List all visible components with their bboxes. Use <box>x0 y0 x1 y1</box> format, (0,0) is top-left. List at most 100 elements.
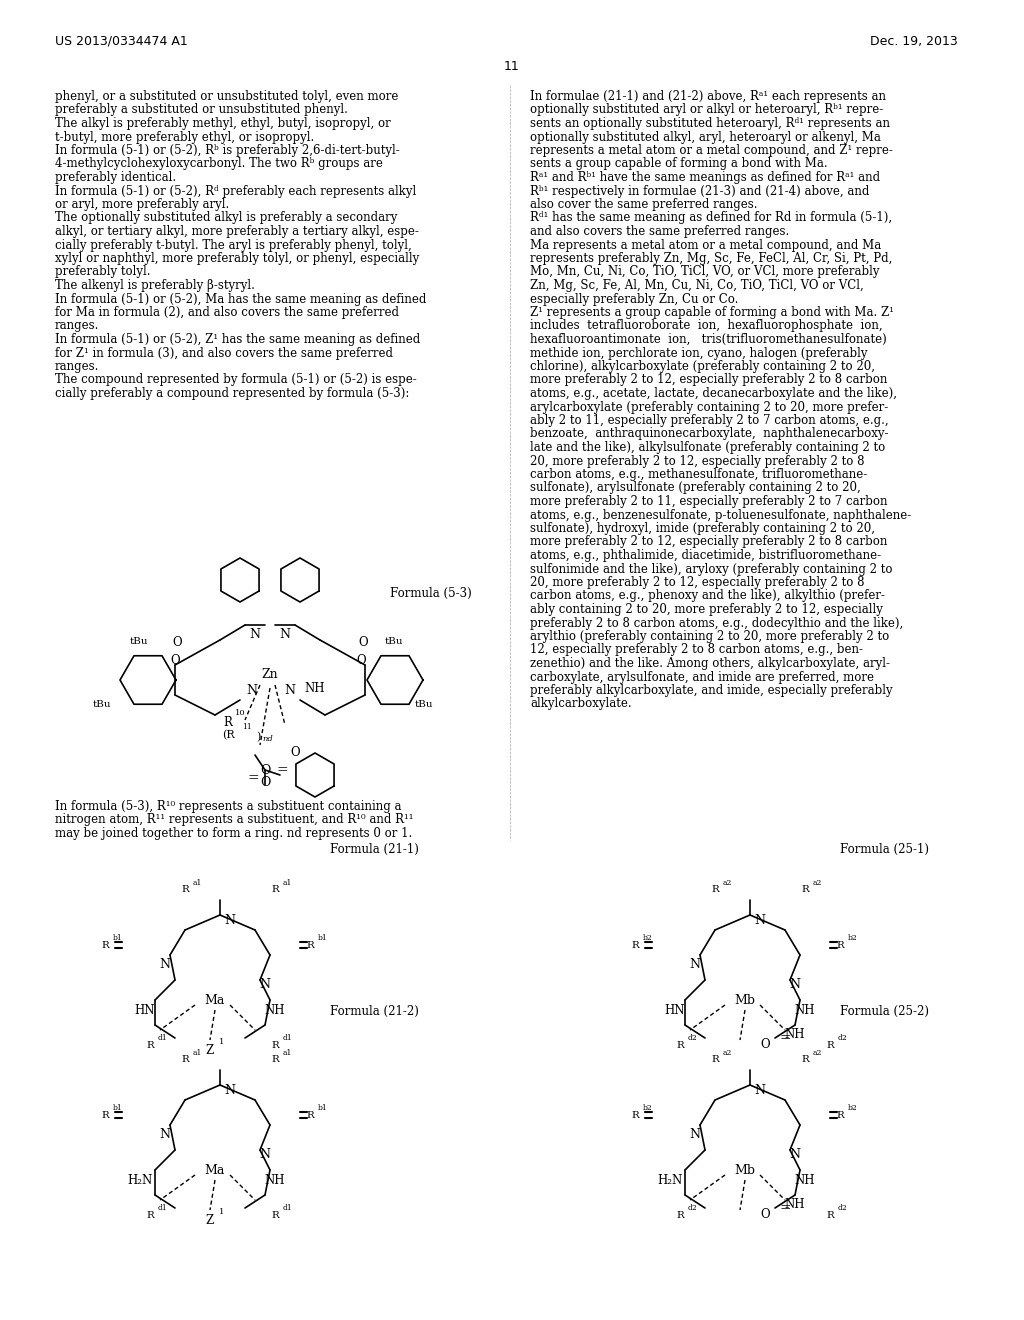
Text: more preferably 2 to 12, especially preferably 2 to 8 carbon: more preferably 2 to 12, especially pref… <box>530 536 888 549</box>
Text: In formula (5-1) or (5-2), Rᵈ preferably each represents alkyl: In formula (5-1) or (5-2), Rᵈ preferably… <box>55 185 416 198</box>
Text: and also covers the same preferred ranges.: and also covers the same preferred range… <box>530 224 790 238</box>
Text: The optionally substituted alkyl is preferably a secondary: The optionally substituted alkyl is pref… <box>55 211 397 224</box>
Text: more preferably 2 to 12, especially preferably 2 to 8 carbon: more preferably 2 to 12, especially pref… <box>530 374 888 387</box>
Text: ranges.: ranges. <box>55 319 99 333</box>
Text: 20, more preferably 2 to 12, especially preferably 2 to 8: 20, more preferably 2 to 12, especially … <box>530 454 864 467</box>
Text: O: O <box>172 635 182 648</box>
Text: cially preferably a compound represented by formula (5-3):: cially preferably a compound represented… <box>55 387 410 400</box>
Text: b2: b2 <box>848 935 858 942</box>
Text: alkylcarboxylate.: alkylcarboxylate. <box>530 697 632 710</box>
Text: 20, more preferably 2 to 12, especially preferably 2 to 8: 20, more preferably 2 to 12, especially … <box>530 576 864 589</box>
Text: R: R <box>826 1210 834 1220</box>
Text: N: N <box>259 1148 270 1162</box>
Text: R: R <box>101 1110 109 1119</box>
Text: 4-methylcyclohexyloxycarbonyl. The two Rᵇ groups are: 4-methylcyclohexyloxycarbonyl. The two R… <box>55 157 383 170</box>
Text: ): ) <box>256 731 260 742</box>
Text: 10: 10 <box>234 709 246 717</box>
Text: benzoate,  anthraquinonecarboxylate,  naphthalenecarboxy-: benzoate, anthraquinonecarboxylate, naph… <box>530 428 889 441</box>
Text: Ma represents a metal atom or a metal compound, and Ma: Ma represents a metal atom or a metal co… <box>530 239 882 252</box>
Text: b1: b1 <box>318 1104 328 1111</box>
Text: Ma: Ma <box>205 1163 225 1176</box>
Text: R: R <box>306 1110 314 1119</box>
Text: R: R <box>146 1040 154 1049</box>
Text: optionally substituted aryl or alkyl or heteroaryl, Rᵇ¹ repre-: optionally substituted aryl or alkyl or … <box>530 103 884 116</box>
Text: =: = <box>276 763 288 777</box>
Text: US 2013/0334474 A1: US 2013/0334474 A1 <box>55 36 187 48</box>
Text: R: R <box>837 940 844 949</box>
Text: sents a group capable of forming a bond with Ma.: sents a group capable of forming a bond … <box>530 157 827 170</box>
Text: R: R <box>271 1210 279 1220</box>
Text: The compound represented by formula (5-1) or (5-2) is espe-: The compound represented by formula (5-1… <box>55 374 417 387</box>
Text: preferably alkylcarboxylate, and imide, especially preferably: preferably alkylcarboxylate, and imide, … <box>530 684 893 697</box>
Text: Formula (5-3): Formula (5-3) <box>390 587 472 601</box>
Text: alkyl, or tertiary alkyl, more preferably a tertiary alkyl, espe-: alkyl, or tertiary alkyl, more preferabl… <box>55 224 419 238</box>
Text: R: R <box>101 940 109 949</box>
Text: Z¹ represents a group capable of forming a bond with Ma. Z¹: Z¹ represents a group capable of forming… <box>530 306 894 319</box>
Text: ably containing 2 to 20, more preferably 2 to 12, especially: ably containing 2 to 20, more preferably… <box>530 603 883 616</box>
Text: O: O <box>260 776 270 788</box>
Text: 12, especially preferably 2 to 8 carbon atoms, e.g., ben-: 12, especially preferably 2 to 8 carbon … <box>530 644 863 656</box>
Text: Rᵃ¹ and Rᵇ¹ have the same meanings as defined for Rᵃ¹ and: Rᵃ¹ and Rᵇ¹ have the same meanings as de… <box>530 172 880 183</box>
Text: b2: b2 <box>643 1104 652 1111</box>
Text: hexafluoroantimonate  ion,   tris(trifluoromethanesulfonate): hexafluoroantimonate ion, tris(trifluoro… <box>530 333 887 346</box>
Text: Mo, Mn, Cu, Ni, Co, TiO, TiCl, VO, or VCl, more preferably: Mo, Mn, Cu, Ni, Co, TiO, TiCl, VO, or VC… <box>530 265 880 279</box>
Text: Ma: Ma <box>205 994 225 1006</box>
Text: O: O <box>356 653 366 667</box>
Text: b2: b2 <box>643 935 652 942</box>
Text: Z: Z <box>206 1044 214 1056</box>
Text: a2: a2 <box>813 879 822 887</box>
Text: N: N <box>160 958 171 972</box>
Text: Z: Z <box>206 1213 214 1226</box>
Text: Rᵈ¹ has the same meaning as defined for Rd in formula (5-1),: Rᵈ¹ has the same meaning as defined for … <box>530 211 892 224</box>
Text: ably 2 to 11, especially preferably 2 to 7 carbon atoms, e.g.,: ably 2 to 11, especially preferably 2 to… <box>530 414 889 426</box>
Text: In formulae (21-1) and (21-2) above, Rᵃ¹ each represents an: In formulae (21-1) and (21-2) above, Rᵃ¹… <box>530 90 886 103</box>
Text: 11: 11 <box>242 723 252 731</box>
Text: N: N <box>790 978 801 991</box>
Text: R: R <box>826 1040 834 1049</box>
Text: In formula (5-1) or (5-2), Z¹ has the same meaning as defined: In formula (5-1) or (5-2), Z¹ has the sa… <box>55 333 420 346</box>
Text: chlorine), alkylcarboxylate (preferably containing 2 to 20,: chlorine), alkylcarboxylate (preferably … <box>530 360 874 374</box>
Text: Formula (25-2): Formula (25-2) <box>840 1005 929 1018</box>
Text: R: R <box>676 1040 684 1049</box>
Text: represents a metal atom or a metal compound, and Z¹ repre-: represents a metal atom or a metal compo… <box>530 144 893 157</box>
Text: preferably a substituted or unsubstituted phenyl.: preferably a substituted or unsubstitute… <box>55 103 348 116</box>
Text: R: R <box>837 1110 844 1119</box>
Text: includes  tetrafluoroborate  ion,  hexafluorophosphate  ion,: includes tetrafluoroborate ion, hexafluo… <box>530 319 883 333</box>
Text: R: R <box>146 1210 154 1220</box>
Text: R: R <box>271 1040 279 1049</box>
Text: xylyl or naphthyl, more preferably tolyl, or phenyl, especially: xylyl or naphthyl, more preferably tolyl… <box>55 252 419 265</box>
Text: may be joined together to form a ring. nd represents 0 or 1.: may be joined together to form a ring. n… <box>55 828 413 840</box>
Text: O: O <box>760 1209 770 1221</box>
Text: also cover the same preferred ranges.: also cover the same preferred ranges. <box>530 198 758 211</box>
Text: b1: b1 <box>318 935 328 942</box>
Text: N: N <box>224 1084 236 1097</box>
Text: N: N <box>224 913 236 927</box>
Text: H₂N: H₂N <box>657 1173 683 1187</box>
Text: sulfonimide and the like), aryloxy (preferably containing 2 to: sulfonimide and the like), aryloxy (pref… <box>530 562 893 576</box>
Text: R: R <box>631 940 639 949</box>
Text: O: O <box>358 635 368 648</box>
Text: nd: nd <box>262 735 272 743</box>
Text: d2: d2 <box>838 1204 848 1212</box>
Text: In formula (5-3), R¹⁰ represents a substituent containing a: In formula (5-3), R¹⁰ represents a subst… <box>55 800 401 813</box>
Text: N: N <box>259 978 270 991</box>
Text: ranges.: ranges. <box>55 360 99 374</box>
Text: Formula (21-1): Formula (21-1) <box>330 843 419 855</box>
Text: R: R <box>711 1056 719 1064</box>
Text: N: N <box>285 684 296 697</box>
Text: The alkyl is preferably methyl, ethyl, butyl, isopropyl, or: The alkyl is preferably methyl, ethyl, b… <box>55 117 391 129</box>
Text: more preferably 2 to 11, especially preferably 2 to 7 carbon: more preferably 2 to 11, especially pref… <box>530 495 888 508</box>
Text: Rᵇ¹ respectively in formulae (21-3) and (21-4) above, and: Rᵇ¹ respectively in formulae (21-3) and … <box>530 185 869 198</box>
Text: a1: a1 <box>283 879 293 887</box>
Text: carboxylate, arylsulfonate, and imide are preferred, more: carboxylate, arylsulfonate, and imide ar… <box>530 671 874 684</box>
Text: O: O <box>290 747 300 759</box>
Text: N: N <box>689 1129 700 1142</box>
Text: R: R <box>271 1056 279 1064</box>
Text: d1: d1 <box>283 1204 293 1212</box>
Text: late and the like), alkylsulfonate (preferably containing 2 to: late and the like), alkylsulfonate (pref… <box>530 441 886 454</box>
Text: NH: NH <box>795 1173 815 1187</box>
Text: N: N <box>160 1129 171 1142</box>
Text: NH: NH <box>784 1199 805 1212</box>
Text: a2: a2 <box>723 879 732 887</box>
Text: R: R <box>676 1210 684 1220</box>
